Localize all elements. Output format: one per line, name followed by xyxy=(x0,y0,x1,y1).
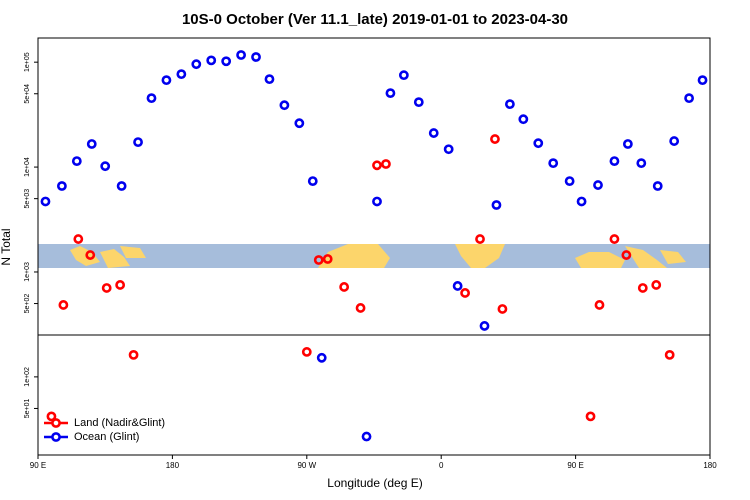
x-tick-label: 90 E xyxy=(30,461,46,470)
point xyxy=(664,349,675,360)
point xyxy=(322,254,333,264)
x-tick-label: 90 E xyxy=(567,461,583,470)
point xyxy=(594,300,605,310)
legend-label: Ocean (Glint) xyxy=(74,431,139,443)
point xyxy=(651,280,662,290)
point xyxy=(669,136,680,146)
point xyxy=(497,304,508,314)
point xyxy=(161,75,172,86)
point xyxy=(294,118,305,129)
legend-label: Land (Nadir&Glint) xyxy=(74,417,165,429)
point xyxy=(381,159,391,169)
y-tick-label: 1e+05 xyxy=(24,52,31,72)
y-tick-label: 1e+03 xyxy=(24,262,31,282)
point xyxy=(622,139,633,149)
point xyxy=(361,431,372,442)
y-tick-label: 1e+04 xyxy=(24,157,31,177)
point xyxy=(475,234,485,244)
point xyxy=(86,139,97,149)
point xyxy=(491,200,502,210)
point xyxy=(684,93,694,104)
point xyxy=(398,70,409,81)
point xyxy=(413,97,424,108)
point xyxy=(548,158,559,169)
map-strip xyxy=(38,244,710,268)
point xyxy=(372,196,382,207)
point xyxy=(621,250,632,260)
point xyxy=(73,234,84,244)
point xyxy=(518,114,529,125)
point xyxy=(307,176,318,187)
point xyxy=(452,281,463,291)
point xyxy=(101,283,112,293)
point xyxy=(428,128,439,138)
point xyxy=(576,196,587,207)
point xyxy=(58,300,69,310)
point xyxy=(372,160,382,171)
y-tick-label: 1e+02 xyxy=(24,367,31,387)
y-axis-label: N Total xyxy=(0,228,13,265)
point xyxy=(355,303,366,313)
point xyxy=(637,283,648,293)
point xyxy=(339,282,350,292)
point xyxy=(316,352,327,363)
point xyxy=(443,144,454,155)
y-tick-label: 5e+04 xyxy=(24,84,31,104)
y-tick-label: 5e+01 xyxy=(24,399,31,419)
point xyxy=(585,411,596,422)
point xyxy=(533,138,544,149)
point xyxy=(100,161,111,172)
chart-title: 10S-0 October (Ver 11.1_late) 2019-01-01… xyxy=(182,11,568,28)
point xyxy=(609,234,620,244)
point xyxy=(636,158,647,169)
x-tick-label: 90 W xyxy=(297,461,316,470)
point xyxy=(116,181,127,191)
point xyxy=(251,52,261,62)
y-tick-label: 5e+03 xyxy=(24,189,31,209)
legend: Land (Nadir&Glint) Ocean (Glint) xyxy=(44,417,165,443)
point xyxy=(652,181,663,191)
point xyxy=(236,50,246,60)
point xyxy=(301,347,312,357)
point xyxy=(146,93,157,104)
point xyxy=(176,69,187,80)
y-tick-label: 5e+02 xyxy=(24,294,31,314)
point xyxy=(385,88,396,99)
point xyxy=(264,74,275,85)
point xyxy=(71,156,82,167)
point xyxy=(279,100,290,111)
point xyxy=(85,250,96,260)
point xyxy=(128,349,139,360)
point xyxy=(697,75,708,86)
point xyxy=(460,288,470,298)
point xyxy=(564,176,575,187)
point xyxy=(46,411,57,422)
point xyxy=(490,134,500,144)
point xyxy=(504,99,515,110)
point xyxy=(191,59,202,70)
x-tick-label: 0 xyxy=(439,461,444,470)
x-axis-label: Longitude (deg E) xyxy=(327,476,422,490)
point xyxy=(115,280,126,290)
point xyxy=(40,196,51,207)
x-tick-label: 180 xyxy=(166,461,180,470)
point xyxy=(479,321,490,331)
plot-frame xyxy=(37,37,711,456)
point xyxy=(593,180,603,190)
x-tick-label: 180 xyxy=(703,461,717,470)
legend-marker xyxy=(51,418,61,428)
point xyxy=(313,255,324,265)
point xyxy=(221,56,232,67)
legend-marker xyxy=(51,432,61,442)
point xyxy=(56,181,67,191)
point xyxy=(609,156,620,167)
point xyxy=(206,55,217,66)
point xyxy=(133,137,143,148)
